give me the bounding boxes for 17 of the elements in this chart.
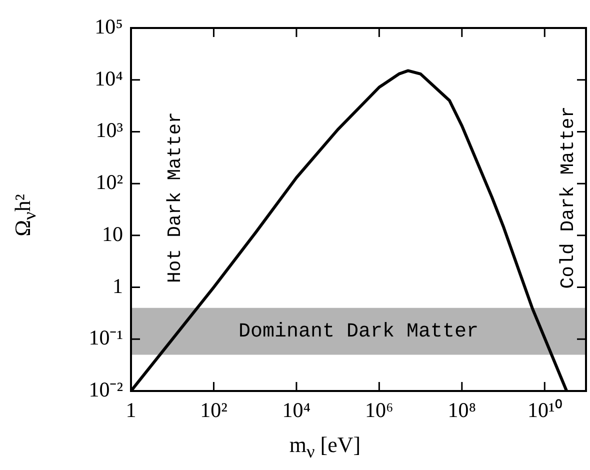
y-tick-label: 10⁵	[94, 14, 123, 39]
y-tick-label: 10⁻¹	[88, 326, 123, 350]
x-tick-label: 10⁶	[365, 398, 394, 422]
annotation: Hot Dark Matter	[164, 112, 186, 284]
x-axis-title: m$_{ν}$ [eV]	[288, 432, 362, 462]
y-tick-label: 10⁻²	[88, 378, 123, 402]
x-tick-label: 10⁸	[448, 398, 476, 422]
y-tick-label: 10³	[96, 118, 123, 142]
x-tick-label: 10⁴	[282, 398, 311, 422]
y-tick-label: 10	[102, 222, 123, 246]
annotation: Cold Dark Matter	[557, 106, 580, 289]
y-tick-label: 1	[112, 274, 123, 298]
y-tick-label: 10⁴	[94, 66, 123, 90]
y-tick-label: 10²	[96, 170, 123, 194]
x-tick-label: 10¹⁰	[527, 398, 562, 422]
band-label: Dominant Dark Matter	[238, 320, 479, 344]
x-tick-label: 10²	[200, 398, 228, 422]
